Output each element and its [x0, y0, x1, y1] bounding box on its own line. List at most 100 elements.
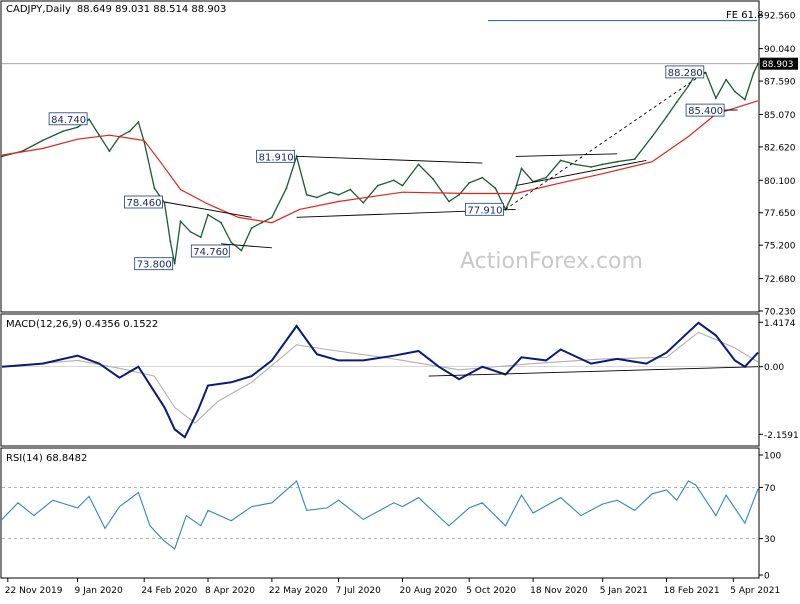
price-point: [199, 236, 202, 239]
price-point: [757, 62, 759, 65]
price-point: [305, 193, 308, 196]
price-annotation-box: [190, 244, 230, 258]
price-point: [665, 115, 668, 118]
x-axis-tick-label: 9 Jan 2020: [75, 586, 123, 596]
price-annotation-label: 88.280: [668, 68, 703, 79]
price-annotation-box: [48, 112, 88, 126]
price-annotation-box: [256, 149, 296, 163]
x-axis-layer: 22 Nov 2019 9 Jan 2020 24 Feb 2020 8 Apr 20…: [5, 578, 780, 596]
macd-label: MACD(12,26,9) 0.4356 0.1522: [6, 319, 158, 330]
price-trendline: [515, 159, 647, 187]
price-trendline: [515, 153, 618, 157]
price-point: [481, 176, 484, 179]
macd-layer: [1, 321, 759, 439]
price-point: [514, 187, 517, 190]
price-point: [448, 200, 450, 203]
price-point: [1, 155, 3, 158]
rsi-line: [1, 480, 759, 550]
price-point: [337, 193, 340, 196]
price-point: [376, 184, 379, 187]
price-point: [616, 160, 619, 163]
x-axis-tick-label: 5 Jan 2021: [600, 586, 648, 596]
price-annotation-label: 84.740: [51, 115, 86, 126]
price-point: [401, 184, 404, 187]
price-point: [137, 121, 140, 123]
price-point: [468, 182, 471, 184]
price-point: [316, 196, 318, 199]
price-panel-frame: [0, 0, 760, 313]
price-point: [590, 166, 592, 168]
macd-axis-tick-label: -2.1591: [764, 431, 799, 441]
price-axis-tick-label: 70.230: [764, 308, 796, 318]
price-point: [41, 139, 44, 142]
price-annotation-box: [134, 257, 174, 271]
price-point: [744, 98, 746, 101]
price-axis-tick-label: 92.560: [764, 12, 796, 22]
price-point: [633, 158, 636, 161]
price-point: [173, 262, 176, 265]
price-trendline: [505, 71, 707, 210]
watermark: ActionForex.com: [460, 249, 643, 274]
price-point: [432, 178, 434, 180]
y-axis-layer: 92.560 90.040 87.590 85.070 82.620 80.100 77.6…: [759, 12, 799, 582]
price-point: [392, 179, 395, 182]
price-point: [559, 159, 562, 162]
macd-trendline: [428, 366, 759, 377]
price-point: [329, 191, 331, 194]
x-axis-tick-label: 5 Apr 2021: [730, 586, 780, 596]
price-point: [687, 85, 690, 88]
macd-panel-frame: [0, 313, 760, 447]
price-point: [260, 221, 263, 224]
x-axis-tick-label: 7 Jul 2020: [336, 586, 381, 596]
last-price-marker-label: 88.903: [762, 60, 794, 70]
header-separator: ,: [42, 4, 45, 15]
price-point: [651, 135, 653, 138]
price-annotation-box: [124, 195, 163, 209]
price-point: [601, 163, 604, 166]
rsi-label: RSI(14) 68.8482: [6, 453, 87, 464]
price-point: [349, 188, 352, 191]
price-point: [179, 220, 182, 223]
price-annotation-label: 73.800: [137, 260, 172, 271]
price-point: [285, 187, 288, 190]
price-point: [494, 187, 497, 190]
x-axis-tick-label: 18 Nov 2020: [530, 586, 588, 596]
price-point: [675, 101, 678, 103]
rsi-axis-tick-label: 100: [764, 452, 781, 462]
last-price-marker: [760, 57, 798, 70]
price-point: [362, 201, 365, 204]
price-point: [240, 249, 243, 252]
price-axis-tick-label: 72.680: [764, 275, 796, 285]
x-axis-tick-label: 22 Nov 2019: [5, 586, 63, 596]
price-axis-tick-label: 75.200: [764, 242, 796, 252]
x-axis-tick-label: 5 Oct 2020: [466, 586, 516, 596]
price-point: [108, 150, 111, 153]
price-annotation-label: 85.400: [688, 106, 723, 117]
symbol-label: CADJPY: [6, 4, 43, 15]
price-point: [574, 163, 577, 166]
x-axis-tick-label: 22 May 2020: [269, 586, 328, 596]
price-point: [250, 227, 253, 229]
price-point: [189, 231, 192, 233]
price-annotation-box: [665, 65, 705, 79]
price-annotation-label: 78.460: [127, 198, 162, 209]
price-annotation-box: [465, 202, 504, 216]
rsi-axis-tick-label: 30: [764, 535, 776, 545]
price-trendline: [164, 201, 252, 218]
price-axis-tick-label: 85.070: [764, 111, 796, 121]
price-point: [98, 134, 101, 137]
price-layer: 84.740 78.460 73.800 74.760 81.910 77.910 88.2…: [1, 20, 759, 271]
price-point: [715, 97, 717, 100]
price-axis-tick-label: 80.100: [764, 177, 796, 187]
x-axis-tick-label: 18 Feb 2021: [664, 586, 720, 596]
price-point: [230, 241, 233, 244]
macd-axis-tick-label: 0.00: [764, 363, 784, 373]
price-point: [169, 240, 172, 243]
price-axis-tick-label: 77.650: [764, 209, 796, 219]
price-point: [271, 216, 273, 219]
price-point: [153, 187, 156, 190]
price-point: [725, 78, 727, 81]
price-point: [458, 193, 460, 196]
